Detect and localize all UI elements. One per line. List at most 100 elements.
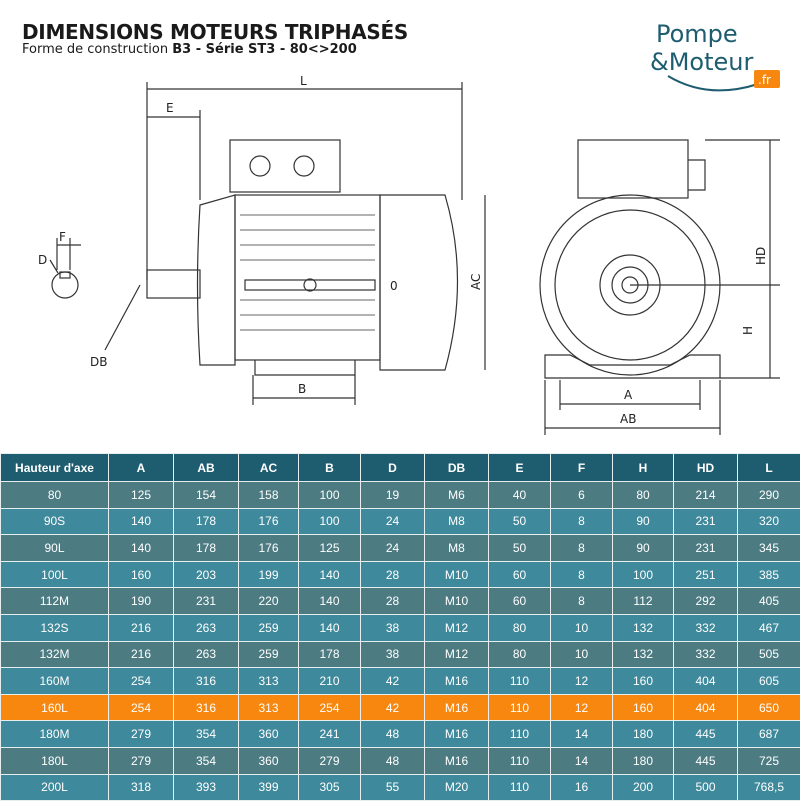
table-cell: 80	[489, 614, 551, 641]
table-cell: 214	[674, 482, 738, 509]
table-cell: 19	[361, 482, 425, 509]
table-cell: 445	[674, 747, 738, 774]
table-cell: 80	[489, 641, 551, 668]
table-cell: 12	[551, 668, 613, 695]
table-cell: 180L	[1, 747, 109, 774]
page-subtitle: Forme de construction B3 - Série ST3 - 8…	[22, 42, 357, 57]
table-cell: 8	[551, 588, 613, 615]
table-cell: 140	[109, 508, 174, 535]
table-cell: 259	[239, 641, 299, 668]
table-cell: 404	[674, 694, 738, 721]
table-cell: 216	[109, 614, 174, 641]
table-cell: 200	[613, 774, 674, 801]
table-cell: 251	[674, 561, 738, 588]
table-cell: 404	[674, 668, 738, 695]
table-cell: 90	[613, 535, 674, 562]
table-cell: M12	[425, 614, 489, 641]
table-cell: 360	[239, 721, 299, 748]
table-cell: 687	[738, 721, 800, 748]
table-cell: 354	[174, 747, 239, 774]
table-cell: 160M	[1, 668, 109, 695]
label-O: 0	[390, 279, 398, 293]
table-cell: 100	[299, 508, 361, 535]
table-cell: 180M	[1, 721, 109, 748]
table-cell: M16	[425, 747, 489, 774]
column-header: A	[109, 454, 174, 482]
table-cell: 42	[361, 668, 425, 695]
table-cell: 24	[361, 508, 425, 535]
column-header: HD	[674, 454, 738, 482]
table-cell: 216	[109, 641, 174, 668]
table-cell: M10	[425, 561, 489, 588]
table-cell: 6	[551, 482, 613, 509]
table-cell: 28	[361, 561, 425, 588]
table-cell: 254	[109, 668, 174, 695]
table-cell: 16	[551, 774, 613, 801]
table-cell: 110	[489, 774, 551, 801]
table-cell: 385	[738, 561, 800, 588]
label-F: F	[59, 230, 66, 244]
label-A: A	[624, 388, 633, 402]
table-cell: 203	[174, 561, 239, 588]
table-cell: 316	[174, 694, 239, 721]
table-cell: 254	[109, 694, 174, 721]
table-cell: 55	[361, 774, 425, 801]
table-cell: 28	[361, 588, 425, 615]
table-cell: 132S	[1, 614, 109, 641]
table-cell: 38	[361, 614, 425, 641]
table-cell: 42	[361, 694, 425, 721]
table-cell: 14	[551, 747, 613, 774]
column-header: H	[613, 454, 674, 482]
table-cell: 140	[299, 561, 361, 588]
column-header: F	[551, 454, 613, 482]
table-cell: 279	[109, 721, 174, 748]
table-cell: 241	[299, 721, 361, 748]
table-cell: 110	[489, 694, 551, 721]
table-cell: 231	[674, 535, 738, 562]
table-cell: 320	[738, 508, 800, 535]
table-cell: 50	[489, 508, 551, 535]
table-cell: 313	[239, 694, 299, 721]
table-cell: 160	[613, 668, 674, 695]
table-cell: M12	[425, 641, 489, 668]
page-title: DIMENSIONS MOTEURS TRIPHASÉS	[22, 20, 408, 44]
table-cell: 112	[613, 588, 674, 615]
table-cell: 48	[361, 747, 425, 774]
column-header: E	[489, 454, 551, 482]
table-cell: 316	[174, 668, 239, 695]
table-cell: 279	[299, 747, 361, 774]
table-cell: 360	[239, 747, 299, 774]
label-D: D	[38, 253, 47, 267]
table-cell: 90L	[1, 535, 109, 562]
table-cell: 132M	[1, 641, 109, 668]
table-cell: 132	[613, 614, 674, 641]
table-cell: M16	[425, 694, 489, 721]
table-cell: 50	[489, 535, 551, 562]
table-cell: 154	[174, 482, 239, 509]
table-cell: 231	[674, 508, 738, 535]
table-cell: 231	[174, 588, 239, 615]
table-cell: 605	[738, 668, 800, 695]
table-cell: 100L	[1, 561, 109, 588]
table-cell: 14	[551, 721, 613, 748]
motor-diagram: L E F D DB AC 0 B HD H A AB	[0, 70, 800, 450]
label-L: L	[300, 74, 307, 88]
table-cell: M16	[425, 721, 489, 748]
table-cell: 254	[299, 694, 361, 721]
table-cell: 110	[489, 747, 551, 774]
table-cell: 125	[299, 535, 361, 562]
table-cell: 259	[239, 614, 299, 641]
table-cell: 158	[239, 482, 299, 509]
column-header: AB	[174, 454, 239, 482]
table-cell: 263	[174, 614, 239, 641]
logo-line1: Pompe	[656, 20, 738, 48]
